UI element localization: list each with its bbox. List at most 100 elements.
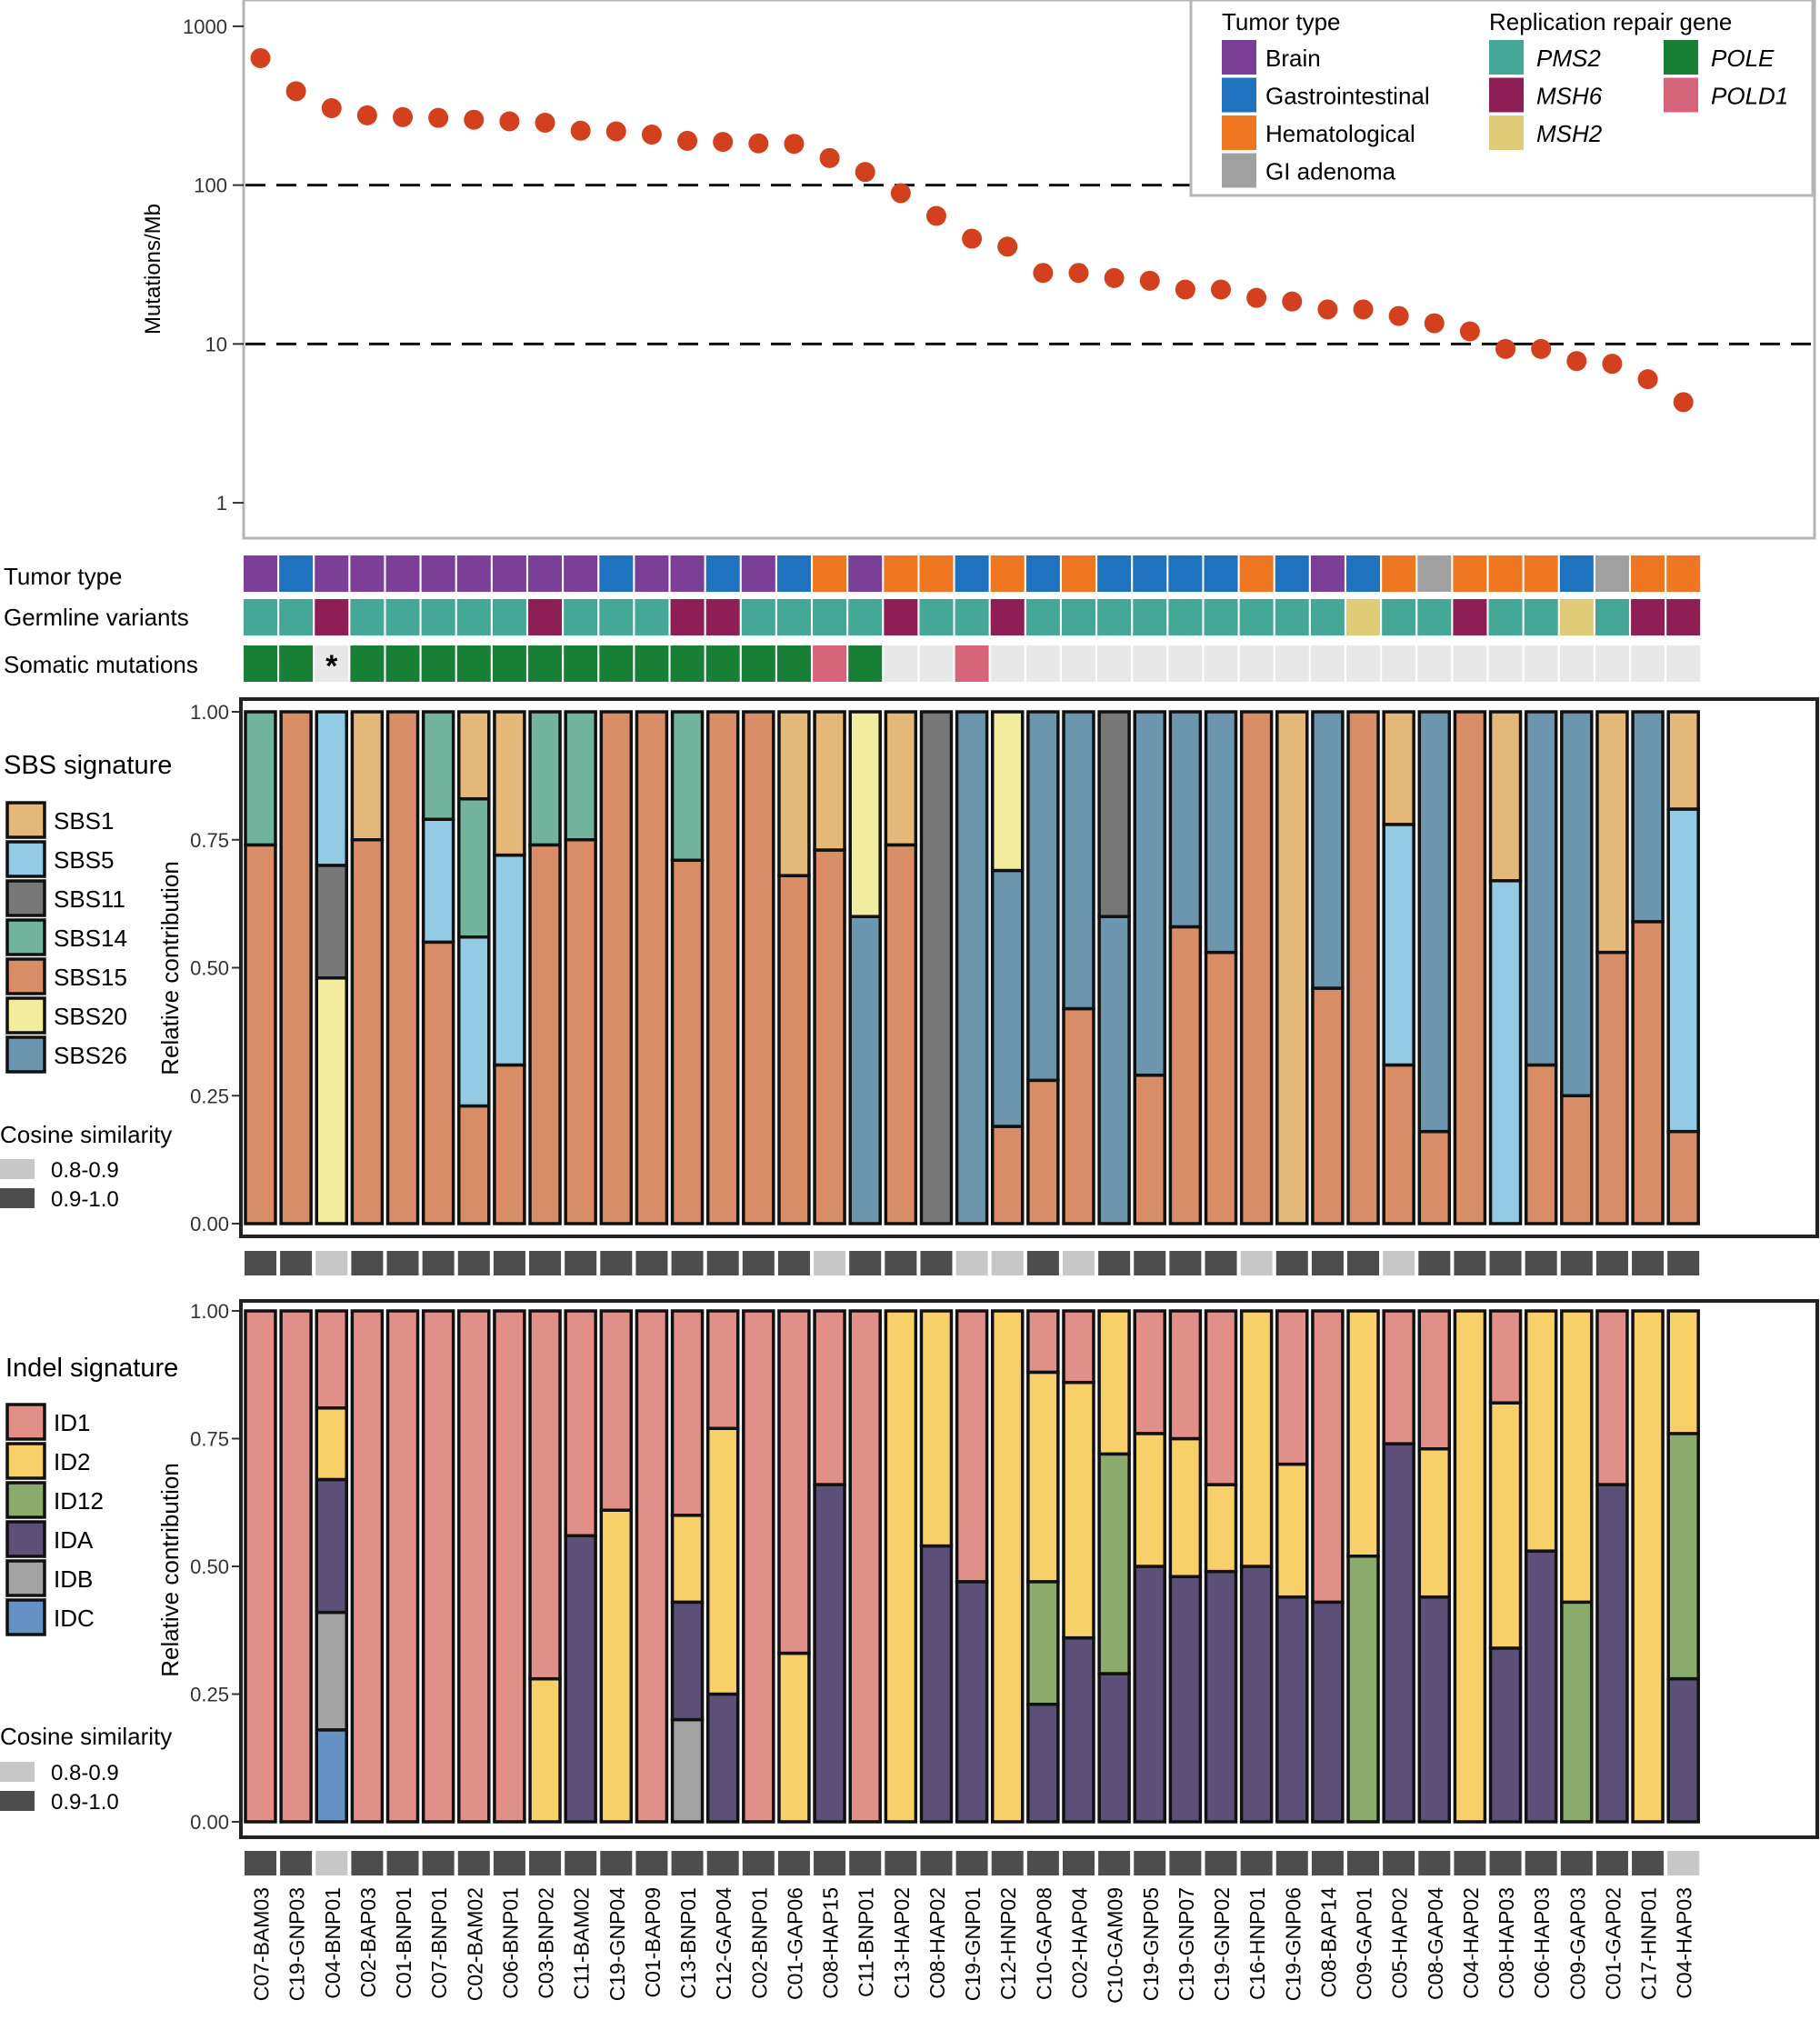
indel-cosine-cell (280, 1851, 313, 1875)
track-cell-germline (599, 599, 634, 635)
burden-point (713, 132, 734, 153)
indel-y-tick-label: 1.00 (190, 1300, 229, 1323)
track-cell-germline (1204, 599, 1238, 635)
sample-label: C19-GNP04 (605, 1887, 629, 2001)
track-cell-somatic (1061, 645, 1095, 682)
legend-gene-label: MSH6 (1536, 83, 1603, 110)
sbs-cosine-cell (1667, 1251, 1700, 1275)
track-cell-germline (1168, 599, 1203, 635)
track-cell-tumor-type (350, 555, 385, 592)
track-cell-somatic (528, 645, 563, 682)
burden-y-axis-label: Mutations/Mb (141, 204, 165, 335)
sbs-cosine-cell (529, 1251, 562, 1275)
burden-point (1353, 299, 1374, 320)
sbs-bar-segment-sbs5 (1666, 807, 1700, 1134)
indel-y-axis: 0.00 0.25 0.50 0.75 1.00 (190, 1300, 241, 1834)
track-cell-germline (1417, 599, 1452, 635)
sbs-bar-segment-sbs5 (421, 817, 455, 945)
somatic-asterisk: * (325, 649, 338, 684)
indel-bar-segment-id1 (1311, 1309, 1345, 1605)
track-cell-tumor-type (1524, 555, 1558, 592)
track-cell-germline (564, 599, 598, 635)
burden-point (784, 134, 805, 155)
sample-label: C08-HAP02 (925, 1887, 949, 1999)
indel-bar-segment-id12 (1026, 1580, 1060, 1706)
sample-labels: C07-BAM03 C19-GNP03 C04-BNP01 C02-BAP03 C01-… (250, 1887, 1696, 2004)
sample-label: C07-BNP01 (427, 1887, 451, 1999)
legend-gene-swatch (1664, 40, 1698, 75)
track-cell-somatic (1346, 645, 1381, 682)
burden-point (1282, 291, 1303, 312)
indel-bar-segment-id1 (1417, 1309, 1452, 1451)
sbs-bar-segment-sbs1 (457, 710, 491, 801)
burden-point (677, 130, 698, 151)
indel-cosine-cell (1134, 1851, 1166, 1875)
sbs-bar-segment-sbs14 (670, 710, 705, 863)
burden-point (1495, 338, 1516, 359)
track-cell-tumor-type (813, 555, 847, 592)
sbs-bar-segment-sbs15 (599, 710, 634, 1225)
legend-gene-swatch (1489, 115, 1524, 150)
track-cell-tumor-type (1666, 555, 1701, 592)
indel-bar-segment-ida (1275, 1595, 1309, 1824)
sbs-legend-swatch (5, 918, 46, 956)
indel-plot-frame (239, 1299, 1819, 1839)
track-cell-somatic (1666, 645, 1701, 682)
sbs-bar-segment-sbs15 (813, 848, 846, 1225)
indel-cosine-cell (245, 1851, 276, 1875)
track-cell-somatic (421, 645, 455, 682)
indel-bar-segment-id2 (1631, 1309, 1665, 1824)
indel-bar-segment-ida (1204, 1569, 1238, 1824)
indel-cosine-cell (1560, 1851, 1593, 1875)
indel-bar-segment-ida (1488, 1646, 1523, 1824)
indel-bar-segment-id2 (1560, 1309, 1594, 1605)
track-cell-germline (1097, 599, 1132, 635)
sample-label: C03-BNP02 (535, 1887, 558, 1999)
track-cell-somatic (1097, 645, 1132, 682)
burden-y-tick-label: 1 (216, 492, 227, 515)
track-cell-tumor-type (1097, 555, 1132, 592)
indel-bar-segment-ida (1133, 1565, 1166, 1824)
indel-bar-segment-id2 (919, 1309, 954, 1548)
sbs-bar-segment-sbs26 (1168, 710, 1203, 929)
sbs-bar-segment-sbs1 (777, 710, 811, 877)
track-cell-somatic (670, 645, 705, 682)
track-cell-somatic (385, 645, 420, 682)
track-cell-somatic (955, 645, 989, 682)
track-cell-somatic (492, 645, 526, 682)
indel-cosine-cell (1026, 1851, 1059, 1875)
track-cell-germline (1346, 599, 1381, 635)
legend-gene-label: MSH2 (1536, 120, 1603, 147)
sbs-cosine-cell (1311, 1251, 1344, 1275)
indel-cosine-cell (351, 1851, 384, 1875)
indel-bar-segment-id1 (848, 1309, 882, 1824)
sample-label: C02-HAP04 (1067, 1887, 1091, 1999)
burden-point (1175, 279, 1195, 300)
sbs-cosine-cell (245, 1251, 276, 1275)
track-cell-germline (813, 599, 847, 635)
indel-bar-segment-ida (919, 1544, 954, 1824)
indel-bar-segment-id1 (635, 1309, 669, 1824)
sample-label: C04-HAP02 (1459, 1887, 1483, 1999)
sample-label: C08-BAP14 (1316, 1887, 1340, 1998)
indel-cosine-label: 0.9-1.0 (51, 1790, 119, 1815)
sbs-legend-swatch (5, 996, 46, 1035)
track-cell-germline (1061, 599, 1095, 635)
track-cell-somatic (848, 645, 883, 682)
sbs-bar-segment-sbs11 (919, 710, 954, 1225)
sbs-bar-segment-sbs11 (315, 864, 349, 980)
indel-bar-segment-id1 (528, 1309, 562, 1681)
track-cell-germline (1310, 599, 1345, 635)
track-cell-somatic (776, 645, 811, 682)
indel-signature-panel: Indel signature ID1 ID2 ID12 IDA IDB IDC Cosi… (0, 1299, 1819, 1875)
mutation-burden-panel: 1 10 100 1000 Mutations/Mb Tumor type Repli… (141, 0, 1816, 540)
track-cell-tumor-type (1453, 555, 1487, 592)
track-cell-somatic (884, 645, 918, 682)
sample-label: C16-HNP01 (1245, 1887, 1269, 2000)
sbs-cosine-cell (1632, 1251, 1665, 1275)
indel-legend-label: IDC (54, 1605, 95, 1632)
legend-gene-swatch (1489, 77, 1524, 113)
track-cell-tumor-type (1382, 555, 1416, 592)
track-cell-somatic (919, 645, 954, 682)
track-cell-somatic (350, 645, 385, 682)
